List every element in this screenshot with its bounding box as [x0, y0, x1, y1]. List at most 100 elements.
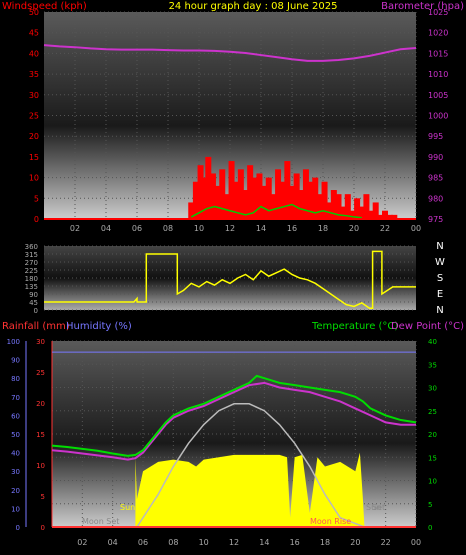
wind-tick-label: 5 [34, 194, 39, 203]
barometer-tick-label: 1020 [428, 29, 448, 38]
temperature-tick-label: 5 [428, 501, 432, 509]
temperature-x-tick-label: 08 [168, 538, 178, 547]
temperature-tick-label: 40 [428, 338, 437, 346]
rainfall-tick-label: 20 [36, 400, 45, 408]
wind-x-tick-label: 12 [225, 224, 235, 233]
wind-x-tick-label: 22 [380, 224, 390, 233]
rainfall-tick-label: 30 [36, 338, 45, 346]
humidity-tick-label: 60 [11, 412, 20, 420]
wind-tick-label: 35 [29, 70, 39, 79]
left-axis-title: Windspeed (kph) [2, 1, 87, 12]
barometer-tick-label: 985 [428, 174, 443, 183]
direction-tick-label: 45 [29, 299, 38, 307]
moon-rise-label: Moon Rise [310, 517, 351, 526]
rainfall-tick-label: 10 [36, 462, 45, 470]
rainfall-tick-label: 25 [36, 369, 45, 377]
temperature-tick-label: 30 [428, 385, 437, 393]
wind-gust-bar [219, 169, 226, 219]
wind-gust-bar [326, 202, 333, 219]
wind-gust-bar [214, 185, 221, 219]
barometer-tick-label: 975 [428, 215, 443, 224]
barometer-line [43, 44, 417, 62]
direction-compass-label: S [437, 273, 443, 284]
wind-gust-bar [242, 190, 249, 219]
direction-tick-label: 270 [25, 259, 38, 267]
wind-tick-label: 20 [29, 132, 39, 141]
wind-gust-bar [316, 194, 323, 219]
wind-gust-bar [386, 214, 393, 219]
temperature-x-tick-label: 20 [350, 538, 360, 547]
humidity-tick-label: 10 [11, 505, 20, 513]
wind-gust-bar [302, 169, 309, 219]
wind-gust-bar [247, 165, 254, 219]
barometer-tick-label: 995 [428, 132, 443, 141]
temperature-line [51, 374, 417, 457]
wind-gust-bar [321, 181, 328, 219]
wind-tick-label: 25 [29, 112, 39, 121]
wind-average-line [190, 203, 362, 219]
wind-x-tick-label: 06 [132, 224, 142, 233]
wind-gust-bar [330, 190, 337, 219]
wind-tick-label: 50 [29, 8, 39, 17]
barometer-tick-label: 990 [428, 153, 443, 162]
sunset-label-set: Set [372, 503, 385, 512]
direction-tick-label: 180 [25, 275, 38, 283]
wind-gust-bar [344, 194, 351, 219]
wind-gust-bar [368, 210, 375, 219]
wind-x-tick-label: 20 [349, 224, 359, 233]
wind-gust-bar [188, 202, 195, 219]
wind-gust-bar [205, 156, 212, 219]
temperature-x-tick-label: 14 [259, 538, 269, 547]
direction-tick-label: 90 [29, 291, 38, 299]
wind-gust-bar [192, 181, 199, 219]
graph-title: 24 hour graph day : 08 June 2025 [169, 1, 338, 12]
direction-compass-label: N [436, 305, 443, 316]
direction-tick-label: 135 [25, 283, 38, 291]
wind-gust-bar [228, 161, 235, 219]
wind-gust-bar [256, 173, 263, 219]
wind-gust-bar [372, 202, 379, 219]
barometer-tick-label: 1015 [428, 49, 448, 58]
wind-gust-bar [363, 194, 370, 219]
wind-x-tick-label: 18 [318, 224, 328, 233]
wind-gust-bar [358, 206, 365, 219]
sunset-label-sun: Sun [366, 503, 381, 512]
temperature-x-tick-label: 00 [411, 538, 421, 547]
wind-x-tick-label: 00 [411, 224, 421, 233]
dewpoint-axis-title: Dew Point (°C) [391, 321, 464, 332]
wind-gust-bar [237, 169, 244, 219]
barometer-tick-label: 1010 [428, 70, 448, 79]
temperature-x-tick-label: 18 [320, 538, 330, 547]
humidity-tick-label: 0 [16, 524, 20, 532]
wind-x-tick-label: 10 [194, 224, 204, 233]
temperature-tick-label: 10 [428, 478, 437, 486]
temperature-x-tick-label: 16 [290, 538, 300, 547]
wind-gust-bar [284, 161, 291, 219]
wind-x-tick-label: 04 [101, 224, 111, 233]
direction-tick-label: 360 [25, 243, 38, 251]
temperature-axis-title: Temperature (°C) [311, 321, 398, 332]
wind-x-tick-label: 02 [70, 224, 80, 233]
wind-gust-bar [340, 206, 347, 219]
humidity-tick-label: 70 [11, 394, 20, 402]
wind-gust-bar [233, 181, 240, 219]
wind-gust-bar [223, 194, 230, 219]
wind-gust-bar [261, 185, 268, 219]
direction-tick-label: 0 [34, 307, 38, 315]
wind-x-tick-label: 14 [256, 224, 266, 233]
wind-tick-label: 40 [29, 49, 39, 58]
barometer-tick-label: 980 [428, 194, 443, 203]
humidity-tick-label: 90 [11, 357, 20, 365]
wind-gust-bar [382, 210, 388, 219]
rainfall-tick-label: 15 [36, 431, 45, 439]
temperature-x-tick-label: 22 [381, 538, 391, 547]
wind-gust-bar [200, 177, 207, 219]
humidity-tick-label: 40 [11, 450, 20, 458]
wind-tick-label: 45 [29, 29, 39, 38]
direction-compass-label: N [436, 241, 443, 252]
barometer-tick-label: 1000 [428, 112, 448, 121]
dewpoint-line [51, 381, 416, 461]
wind-gust-bar [307, 181, 314, 219]
